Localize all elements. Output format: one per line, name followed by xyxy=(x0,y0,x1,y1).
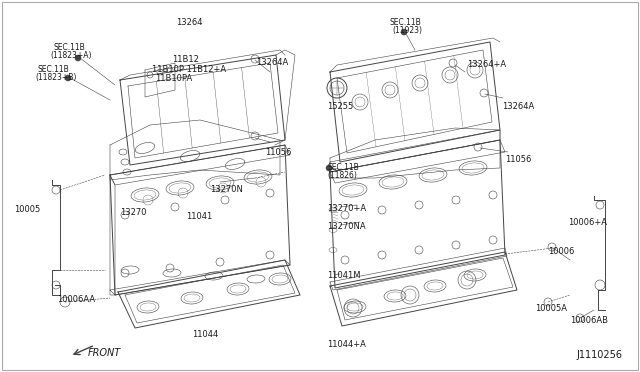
Text: SEC.11B: SEC.11B xyxy=(38,65,70,74)
Text: 11056: 11056 xyxy=(505,155,531,164)
Text: 11B10PA: 11B10PA xyxy=(155,74,192,83)
Text: 10005A: 10005A xyxy=(535,304,567,313)
Text: 10006: 10006 xyxy=(548,247,574,256)
Text: (11823+B): (11823+B) xyxy=(35,73,76,82)
Text: 13270NA: 13270NA xyxy=(327,222,365,231)
Circle shape xyxy=(65,75,71,81)
Text: (11923): (11923) xyxy=(392,26,422,35)
Text: 13270N: 13270N xyxy=(210,185,243,194)
Text: 11041M: 11041M xyxy=(327,271,360,280)
Text: 13264+A: 13264+A xyxy=(467,60,506,69)
Text: 10006AA: 10006AA xyxy=(57,295,95,304)
Text: 13270: 13270 xyxy=(120,208,147,217)
Text: 13264A: 13264A xyxy=(502,102,534,111)
Text: 10006AB: 10006AB xyxy=(570,316,608,325)
Circle shape xyxy=(401,29,407,35)
Circle shape xyxy=(326,165,332,171)
Text: 10006+A: 10006+A xyxy=(568,218,607,227)
Text: J1110256: J1110256 xyxy=(576,350,622,360)
Text: (11826): (11826) xyxy=(327,171,357,180)
Text: SEC.11B: SEC.11B xyxy=(390,18,422,27)
Circle shape xyxy=(75,55,81,61)
Text: 11B10P 11B12+A: 11B10P 11B12+A xyxy=(152,65,226,74)
Text: FRONT: FRONT xyxy=(88,348,121,358)
Text: 11056: 11056 xyxy=(265,148,291,157)
Text: (11823+A): (11823+A) xyxy=(50,51,92,60)
Text: 13270+A: 13270+A xyxy=(327,204,366,213)
Text: 13264: 13264 xyxy=(176,18,202,27)
Text: 11044+A: 11044+A xyxy=(327,340,366,349)
Text: SEC.11B: SEC.11B xyxy=(53,43,84,52)
Text: 11B12: 11B12 xyxy=(172,55,199,64)
Text: 15255: 15255 xyxy=(327,102,353,111)
Text: 10005: 10005 xyxy=(14,205,40,214)
Text: SEC.11B: SEC.11B xyxy=(327,163,359,172)
Text: 13264A: 13264A xyxy=(256,58,288,67)
Text: 11041: 11041 xyxy=(186,212,212,221)
Text: 11044: 11044 xyxy=(192,330,218,339)
